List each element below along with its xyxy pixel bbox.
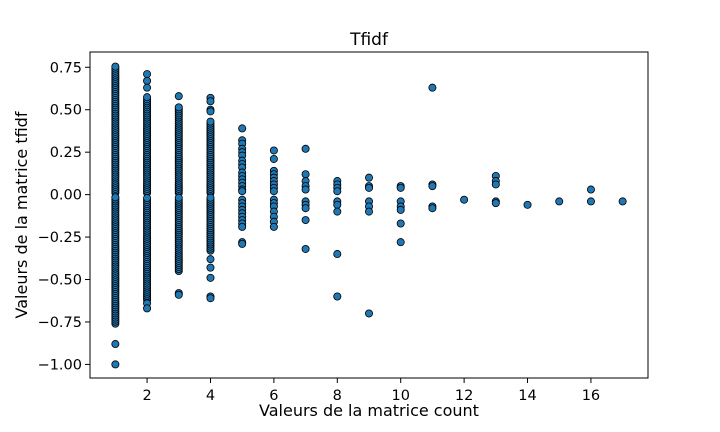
x-tick-label: 14 [518,388,536,404]
data-point [111,62,120,71]
data-point [333,292,342,301]
data-point [301,216,310,225]
data-point [396,183,405,192]
x-tick-label: 8 [333,388,342,404]
y-tick-label: −0.75 [38,315,82,331]
data-point [206,255,215,264]
x-tick-label: 16 [582,388,600,404]
data-point [428,204,437,213]
data-point [206,107,215,116]
y-tick-label: 0.75 [50,60,82,76]
data-point [555,197,564,206]
data-point [174,193,183,202]
y-tick-label: 0.25 [50,145,82,161]
chart-title: Tfidf [349,30,389,50]
data-point [238,124,247,133]
plot-border [89,51,649,379]
data-point [396,219,405,228]
data-point [364,173,373,182]
data-point [396,205,405,214]
data-point [301,144,310,153]
x-axis-label: Valeurs de la matrice count [259,401,479,420]
data-point [269,154,278,163]
data-point [491,180,500,189]
x-tick-label: 10 [391,388,409,404]
data-point [143,304,152,313]
data-point [523,200,532,209]
data-point [206,193,215,202]
data-point [269,187,278,196]
y-tick-label: −1.00 [38,357,82,373]
y-tick-label: −0.25 [38,230,82,246]
data-point [238,222,247,231]
data-point [143,70,152,79]
data-point [238,187,247,196]
points-layer [111,62,627,369]
data-point [364,183,373,192]
data-point [333,207,342,216]
data-point [396,238,405,247]
data-point [174,92,183,101]
data-point [333,200,342,209]
data-point [301,204,310,213]
x-tick-label: 2 [142,388,151,404]
data-point [143,93,152,102]
data-point [618,197,627,206]
data-point [364,207,373,216]
x-axis: 2 4 6 8 10 12 14 16 [142,378,600,404]
data-point [111,340,120,349]
data-point [301,170,310,179]
data-point [174,103,183,112]
data-point [206,97,215,106]
x-tick-label: 6 [269,388,278,404]
data-point [111,193,120,202]
data-point [586,185,595,194]
data-point [206,294,215,303]
data-point [428,83,437,92]
y-axis-label: Valeurs de la matrice tfidf [12,111,31,318]
data-point [238,239,247,248]
data-point [111,360,120,369]
data-point [143,76,152,85]
data-point [206,263,215,272]
y-tick-label: 0.00 [50,188,82,204]
data-point [428,182,437,191]
data-point [143,83,152,92]
data-point [269,222,278,231]
data-point [301,244,310,253]
data-point [364,309,373,318]
data-point [174,290,183,299]
y-axis: −1.00 −0.75 −0.50 −0.25 0.00 0.25 0.50 0.75 [38,60,90,373]
data-point [143,194,152,203]
data-point [333,187,342,196]
data-point [460,195,469,204]
data-point [491,199,500,208]
data-point [301,185,310,194]
data-point [206,117,215,126]
x-tick-label: 4 [206,388,215,404]
y-tick-label: −0.50 [38,273,82,289]
data-point [269,146,278,155]
x-tick-label: 12 [455,388,473,404]
data-point [206,273,215,282]
y-tick-label: 0.50 [50,103,82,119]
plot-area [89,51,649,379]
data-point [586,197,595,206]
data-point [333,250,342,259]
